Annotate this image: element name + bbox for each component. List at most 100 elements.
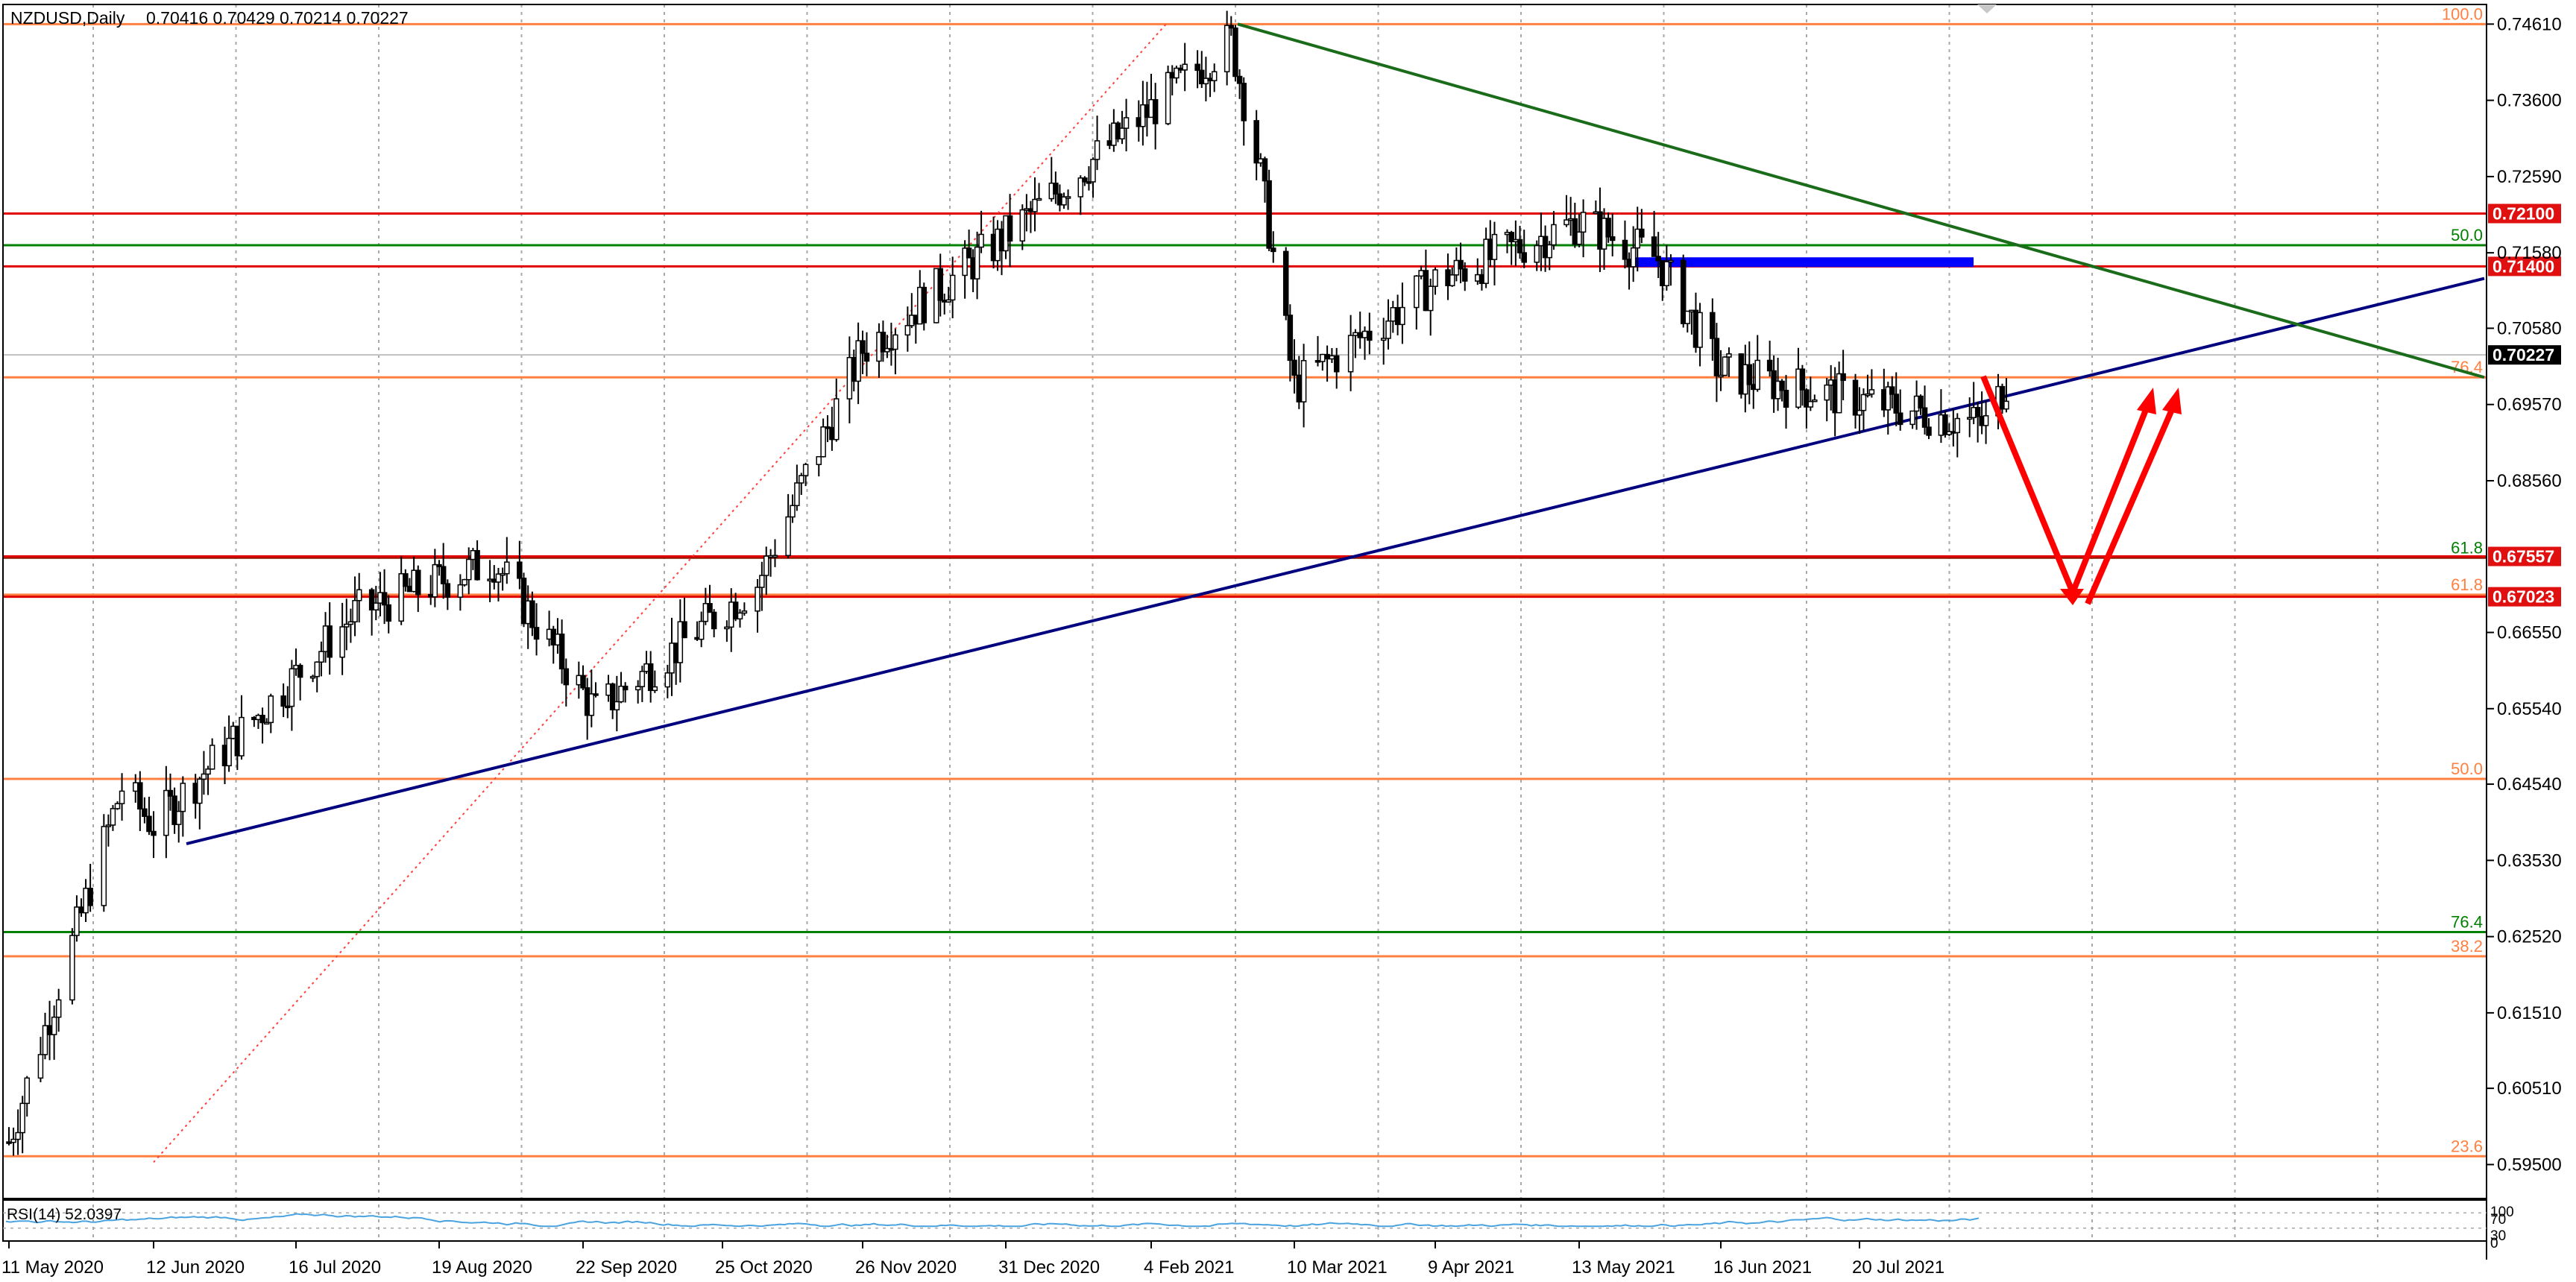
- candle-body: [1399, 306, 1405, 326]
- candle-body: [1942, 414, 1948, 435]
- candle-body: [1807, 400, 1814, 408]
- candle-body: [381, 592, 388, 606]
- candle-body: [1655, 256, 1661, 262]
- candle-body: [347, 621, 354, 625]
- candle-body: [495, 573, 502, 583]
- candle-body: [1605, 218, 1611, 238]
- candle-body: [1458, 259, 1464, 270]
- candle-body: [263, 721, 270, 725]
- candle-body: [1974, 407, 1981, 417]
- candle-body: [618, 685, 624, 703]
- x-tick-label: 16 Jul 2020: [289, 1257, 381, 1278]
- candle-body: [863, 353, 870, 362]
- level-label: 50.0: [2451, 760, 2483, 778]
- candle-body: [1291, 359, 1297, 376]
- y-tick-label: 0.59500: [2497, 1155, 2562, 1175]
- candle-body: [1521, 252, 1527, 263]
- candle-body: [1414, 275, 1420, 309]
- candle-body: [289, 668, 295, 707]
- candle-body: [1053, 183, 1059, 195]
- candle-body: [1840, 373, 1846, 382]
- candle-body: [1352, 332, 1358, 336]
- candle-body: [465, 558, 472, 581]
- candle-body: [790, 505, 796, 518]
- candle-body: [949, 274, 956, 301]
- candle-body: [1152, 98, 1159, 124]
- level-label: 23.6: [2451, 1137, 2483, 1155]
- y-tick-label: 0.69570: [2497, 395, 2562, 415]
- price-tag: [2488, 546, 2561, 566]
- candle-body: [146, 815, 152, 833]
- candle-body: [504, 561, 510, 575]
- y-tick-label: 0.71580: [2497, 243, 2562, 263]
- x-tick-label: 4 Feb 2021: [1144, 1257, 1234, 1278]
- candle-body: [816, 455, 822, 465]
- price-tag: [2488, 587, 2561, 607]
- candle-body: [945, 299, 951, 303]
- candle-body: [46, 1025, 53, 1035]
- price-tag: [2488, 203, 2561, 224]
- x-tick-label: 12 Jun 2020: [146, 1257, 245, 1278]
- candle-body: [352, 599, 358, 622]
- candle-body: [622, 685, 629, 691]
- rsi-scale-mid: 70: [2490, 1212, 2506, 1228]
- rsi-scale-bottom: 0: [2490, 1236, 2498, 1251]
- supply-zone: [1631, 257, 1974, 268]
- candle-body: [1563, 219, 1569, 226]
- candle-body: [101, 826, 107, 906]
- candle-body: [1634, 228, 1640, 249]
- candle-body: [6, 1141, 12, 1144]
- candle-body: [966, 247, 972, 259]
- candle-body: [593, 693, 599, 696]
- candle-body: [385, 604, 391, 622]
- trend-drawings: [153, 22, 2485, 1163]
- candle-body: [639, 671, 646, 687]
- candle-body: [732, 601, 739, 620]
- x-tick-label: 31 Dec 2020: [998, 1257, 1100, 1278]
- candle-body: [314, 661, 320, 678]
- candle-body: [1885, 386, 1892, 411]
- candle-body: [707, 603, 713, 613]
- candle-body: [1270, 247, 1276, 253]
- candle-body: [652, 686, 658, 692]
- candle-body: [588, 693, 595, 716]
- candle-body: [1282, 250, 1289, 316]
- x-tick-label: 22 Sep 2020: [576, 1257, 677, 1278]
- candle-body: [1199, 69, 1205, 85]
- candle-body: [1966, 417, 1973, 420]
- candle-body: [1889, 386, 1895, 395]
- candle-body: [1926, 426, 1932, 436]
- candle-body: [1036, 198, 1042, 201]
- candle-body: [1182, 63, 1188, 71]
- candle-body: [440, 566, 447, 584]
- chart-shift-marker: [1977, 4, 1997, 13]
- candle-body: [1746, 364, 1753, 385]
- price-tag: [2488, 256, 2561, 277]
- candle-body: [280, 695, 286, 707]
- candle-body: [711, 611, 717, 630]
- candle-body: [1868, 389, 1875, 395]
- candle-body: [1082, 177, 1088, 183]
- candle-body: [1357, 332, 1363, 338]
- candle-body: [529, 600, 535, 628]
- candle-body: [356, 589, 362, 601]
- candle-body: [180, 783, 186, 812]
- candle-body: [1722, 356, 1728, 376]
- candle-body: [1630, 247, 1637, 268]
- level-label: 38.2: [2451, 937, 2483, 956]
- y-tick-label: 0.70580: [2497, 318, 2562, 338]
- x-tick-label: 20 Jul 2021: [1852, 1257, 1944, 1278]
- candle-body: [1232, 27, 1238, 78]
- candle-body: [1077, 177, 1084, 198]
- level-label: 50.0: [2451, 226, 2483, 244]
- candle-body: [1663, 261, 1670, 286]
- candle-body: [175, 810, 182, 825]
- ohlc-readout: 0.70416 0.70429 0.70214 0.70227: [146, 8, 409, 28]
- candle-body: [1329, 355, 1335, 360]
- candle-body: [860, 340, 866, 354]
- x-tick-label: 25 Oct 2020: [715, 1257, 813, 1278]
- candle-body: [462, 578, 467, 586]
- candle-body: [851, 356, 857, 382]
